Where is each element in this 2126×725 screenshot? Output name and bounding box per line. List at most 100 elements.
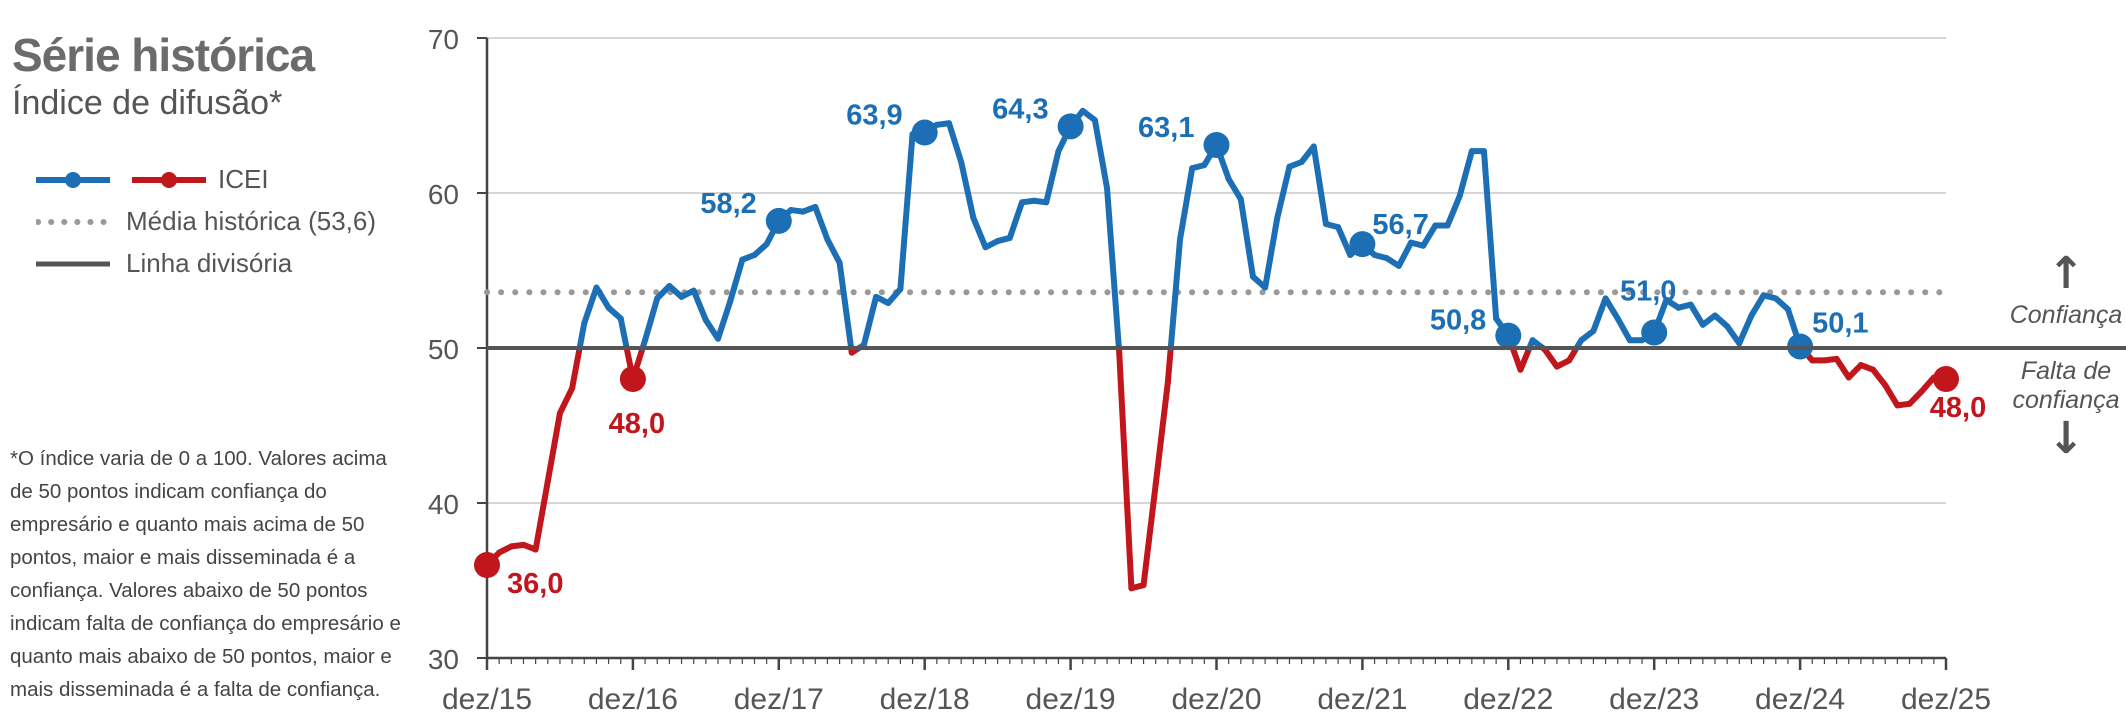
series-segment — [1091, 117, 1111, 192]
series-segment — [1177, 165, 1196, 243]
data-label: 64,3 — [992, 93, 1048, 125]
data-points — [474, 113, 1959, 578]
series-segment — [836, 259, 855, 351]
series-segment — [1918, 374, 1937, 395]
series-segment — [1517, 345, 1533, 373]
highlight-point — [1933, 366, 1959, 392]
series-segment — [1262, 214, 1281, 291]
series-segment — [1541, 346, 1560, 370]
data-labels: 36,0 48,0 58,2 63,9 64,3 63,1 56,7 50,8 51,0 50,1… — [507, 93, 1986, 600]
y-tick-label: 50 — [428, 334, 459, 365]
highlight-point — [1203, 131, 1230, 158]
annotations: ↑ Confiança Falta de confiança ↓ — [2010, 248, 2123, 464]
data-label: 63,1 — [1138, 112, 1194, 144]
series-segment — [1006, 199, 1025, 241]
series-segment — [581, 284, 600, 327]
x-tick-label: dez/25 — [1901, 683, 1991, 716]
series-segment — [1590, 295, 1609, 334]
highlight-point — [765, 207, 792, 234]
x-tick-label: dez/19 — [1026, 683, 1116, 716]
highlight-point — [1349, 231, 1376, 258]
y-tick-label: 30 — [428, 644, 459, 675]
data-label: 50,1 — [1812, 307, 1868, 339]
series-segment — [642, 295, 661, 344]
data-label: 51,0 — [1620, 276, 1676, 308]
series-segment — [970, 214, 989, 251]
highlight-point — [911, 119, 938, 146]
series-segment — [1833, 355, 1852, 381]
series-segment — [1687, 301, 1706, 328]
highlight-point — [619, 366, 646, 392]
legend-media-label: Média histórica (53,6) — [126, 206, 376, 236]
series-segment — [1335, 224, 1354, 258]
series-segment — [897, 131, 916, 293]
series-segment — [1104, 185, 1122, 351]
series-segment — [569, 345, 583, 392]
series-segment — [1152, 379, 1171, 488]
data-label: 36,0 — [507, 568, 563, 600]
arrow-down-icon: ↓ — [2048, 413, 2085, 464]
legend-linha-swatch — [36, 261, 110, 267]
series-segment — [1444, 193, 1463, 229]
series-segment — [1748, 292, 1767, 319]
series-segment — [593, 284, 612, 311]
arrow-up-icon: ↑ — [2048, 248, 2085, 299]
series-segment — [812, 203, 831, 243]
data-label: 48,0 — [1930, 392, 1986, 424]
data-label: 50,8 — [1430, 305, 1486, 337]
highlight-point — [1641, 319, 1668, 346]
legend-media-swatch — [36, 219, 113, 225]
x-tick-label: dez/23 — [1609, 683, 1699, 716]
series-segment — [544, 410, 563, 485]
highlight-point — [1057, 113, 1084, 140]
series-segment — [1736, 312, 1755, 347]
series-segment — [556, 385, 576, 417]
series-segment — [1310, 143, 1329, 227]
series-segment — [1480, 148, 1500, 322]
page-title: Série histórica — [12, 29, 315, 81]
data-label: 58,2 — [700, 188, 756, 220]
x-tick-label: dez/16 — [588, 683, 678, 716]
series-segment — [576, 320, 588, 351]
series-segment — [690, 287, 709, 324]
series-segment — [1167, 236, 1184, 351]
y-tick-label: 60 — [428, 179, 459, 210]
series-segment — [1274, 163, 1293, 221]
series-segment — [1420, 222, 1439, 249]
series-segment — [1237, 196, 1256, 280]
highlight-point — [1495, 322, 1522, 349]
series-segment — [1116, 349, 1135, 592]
highlight-point — [474, 552, 500, 578]
series-segment — [617, 315, 630, 351]
series-segment — [715, 298, 734, 342]
x-tick-label: dez/21 — [1317, 683, 1407, 716]
series-segment — [1614, 315, 1633, 344]
y-tick-label: 70 — [428, 24, 459, 55]
x-tick-label: dez/18 — [880, 683, 970, 716]
data-label: 63,9 — [846, 100, 902, 132]
series-segment — [1456, 148, 1475, 200]
series-segment — [1602, 295, 1621, 322]
series-segment — [885, 286, 904, 307]
annotation-falta-line2: confiança — [2012, 386, 2119, 414]
annotation-falta-line1: Falta de — [2021, 357, 2111, 385]
legend-icei-label: ICEI — [218, 164, 269, 194]
data-label: 56,7 — [1372, 209, 1428, 241]
series-segment — [727, 256, 746, 305]
x-tick-label: dez/15 — [442, 683, 532, 716]
y-tick-label: 40 — [428, 489, 459, 520]
x-tick-label: dez/17 — [734, 683, 824, 716]
series-segment — [1164, 345, 1174, 386]
series-segment — [532, 478, 551, 553]
series-segment — [824, 236, 843, 266]
series-segment — [1225, 176, 1244, 203]
x-tick-label: dez/24 — [1755, 683, 1845, 716]
series-segment — [1882, 382, 1901, 409]
series-segment — [1140, 481, 1159, 589]
legend-icei-swatch — [36, 172, 206, 188]
footnote: *O índice varia de 0 a 100. Valores acim… — [10, 447, 401, 701]
x-tick-label: dez/22 — [1463, 683, 1553, 716]
series-segment — [946, 120, 965, 165]
series-segment — [1043, 148, 1062, 206]
